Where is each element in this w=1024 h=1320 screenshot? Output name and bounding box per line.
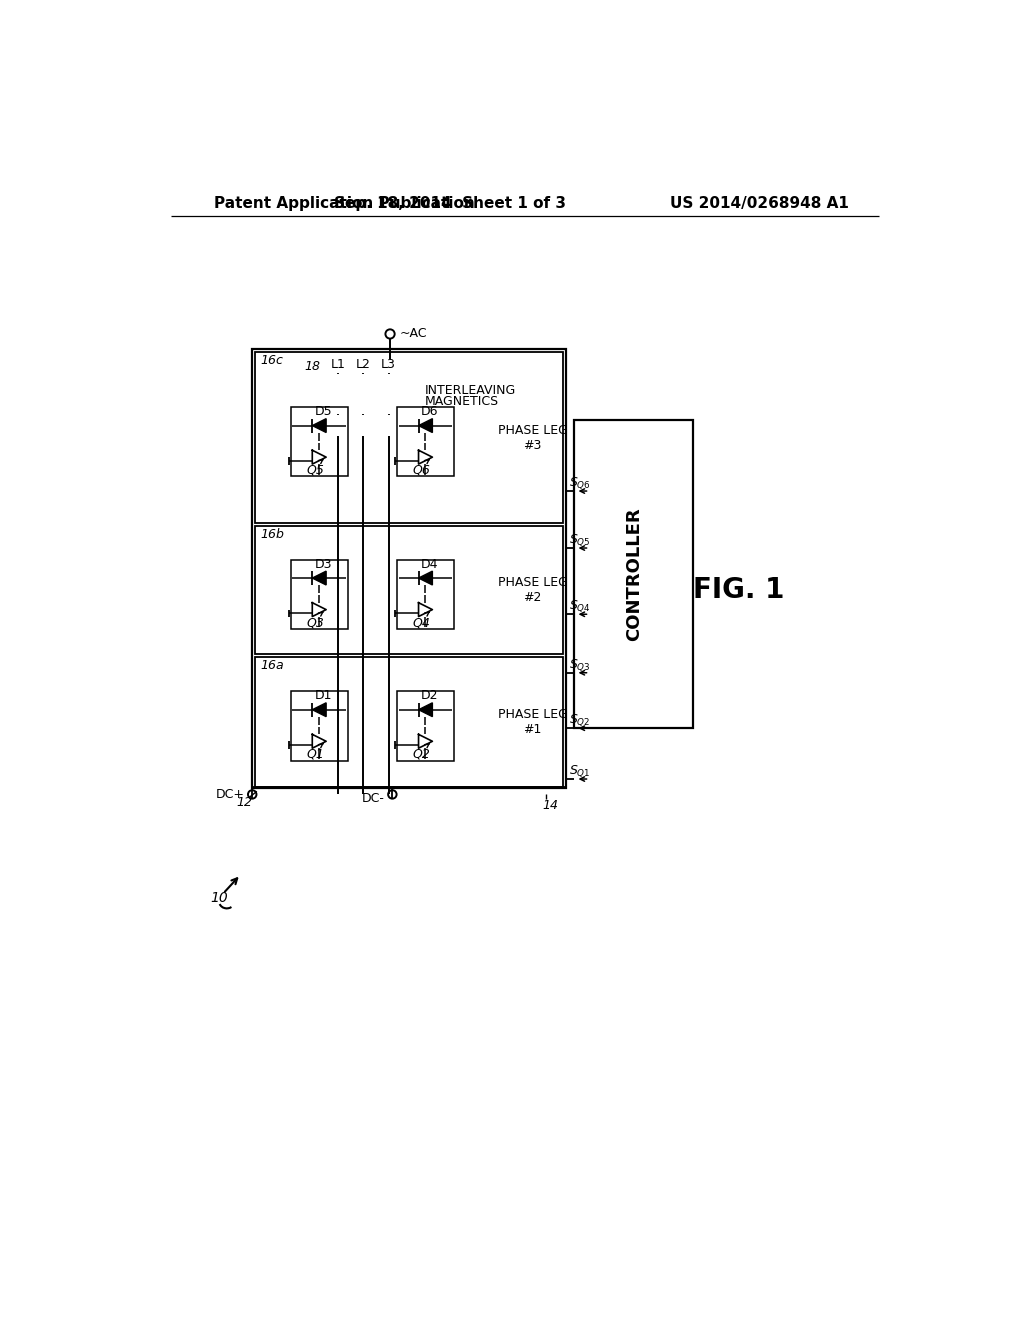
Text: 14: 14 xyxy=(543,799,558,812)
Text: PHASE LEG
#1: PHASE LEG #1 xyxy=(498,708,567,737)
Text: $S_{Q3}$: $S_{Q3}$ xyxy=(569,657,591,673)
Text: 10: 10 xyxy=(210,891,228,904)
Bar xyxy=(291,560,348,628)
Text: US 2014/0268948 A1: US 2014/0268948 A1 xyxy=(670,195,849,211)
Bar xyxy=(397,560,454,628)
Bar xyxy=(255,657,563,787)
Text: Q6: Q6 xyxy=(413,463,430,477)
Circle shape xyxy=(385,330,394,339)
Bar xyxy=(574,420,693,729)
Text: DC+: DC+ xyxy=(215,788,245,801)
Text: 18: 18 xyxy=(305,360,321,372)
Text: MAGNETICS: MAGNETICS xyxy=(425,395,499,408)
Polygon shape xyxy=(419,572,432,585)
Bar xyxy=(291,407,348,477)
Text: INTERLEAVING: INTERLEAVING xyxy=(425,384,516,397)
Text: $S_{Q4}$: $S_{Q4}$ xyxy=(569,599,591,614)
Polygon shape xyxy=(312,572,326,585)
Text: Patent Application Publication: Patent Application Publication xyxy=(214,195,474,211)
Text: D6: D6 xyxy=(421,405,438,418)
Polygon shape xyxy=(312,418,326,433)
Bar xyxy=(291,692,348,760)
Text: L2: L2 xyxy=(355,358,371,371)
Text: Q5: Q5 xyxy=(306,463,324,477)
Text: $S_{Q5}$: $S_{Q5}$ xyxy=(569,532,591,548)
Text: D1: D1 xyxy=(314,689,332,702)
Text: CONTROLLER: CONTROLLER xyxy=(625,507,643,642)
Polygon shape xyxy=(419,418,432,433)
Text: 16c: 16c xyxy=(260,354,283,367)
Text: 12: 12 xyxy=(237,796,253,809)
Text: D2: D2 xyxy=(421,689,438,702)
Text: ~AC: ~AC xyxy=(399,327,427,341)
Text: D3: D3 xyxy=(314,557,332,570)
Bar xyxy=(397,692,454,760)
Circle shape xyxy=(248,791,256,799)
Text: Q2: Q2 xyxy=(413,748,430,760)
Text: PHASE LEG
#3: PHASE LEG #3 xyxy=(498,424,567,451)
Text: $S_{Q1}$: $S_{Q1}$ xyxy=(569,763,591,779)
Polygon shape xyxy=(419,702,432,717)
Text: 16b: 16b xyxy=(260,528,284,541)
Text: L1: L1 xyxy=(331,358,346,371)
Bar xyxy=(255,352,563,524)
Text: Q4: Q4 xyxy=(413,616,430,630)
Text: Q3: Q3 xyxy=(306,616,324,630)
Polygon shape xyxy=(312,702,326,717)
Bar xyxy=(255,527,563,655)
Text: $S_{Q2}$: $S_{Q2}$ xyxy=(569,713,591,729)
Text: 16a: 16a xyxy=(260,659,284,672)
Bar xyxy=(397,407,454,477)
Bar xyxy=(252,350,566,788)
Text: $S_{Q6}$: $S_{Q6}$ xyxy=(569,475,591,491)
Text: FIG. 1: FIG. 1 xyxy=(693,576,784,603)
Circle shape xyxy=(388,791,396,799)
Text: L3: L3 xyxy=(381,358,396,371)
Text: D4: D4 xyxy=(421,557,438,570)
Bar xyxy=(327,359,416,436)
Text: D5: D5 xyxy=(314,405,332,418)
Text: Sep. 18, 2014  Sheet 1 of 3: Sep. 18, 2014 Sheet 1 of 3 xyxy=(334,195,566,211)
Text: Q1: Q1 xyxy=(306,748,324,760)
Text: PHASE LEG
#2: PHASE LEG #2 xyxy=(498,577,567,605)
Text: DC-: DC- xyxy=(361,792,385,805)
